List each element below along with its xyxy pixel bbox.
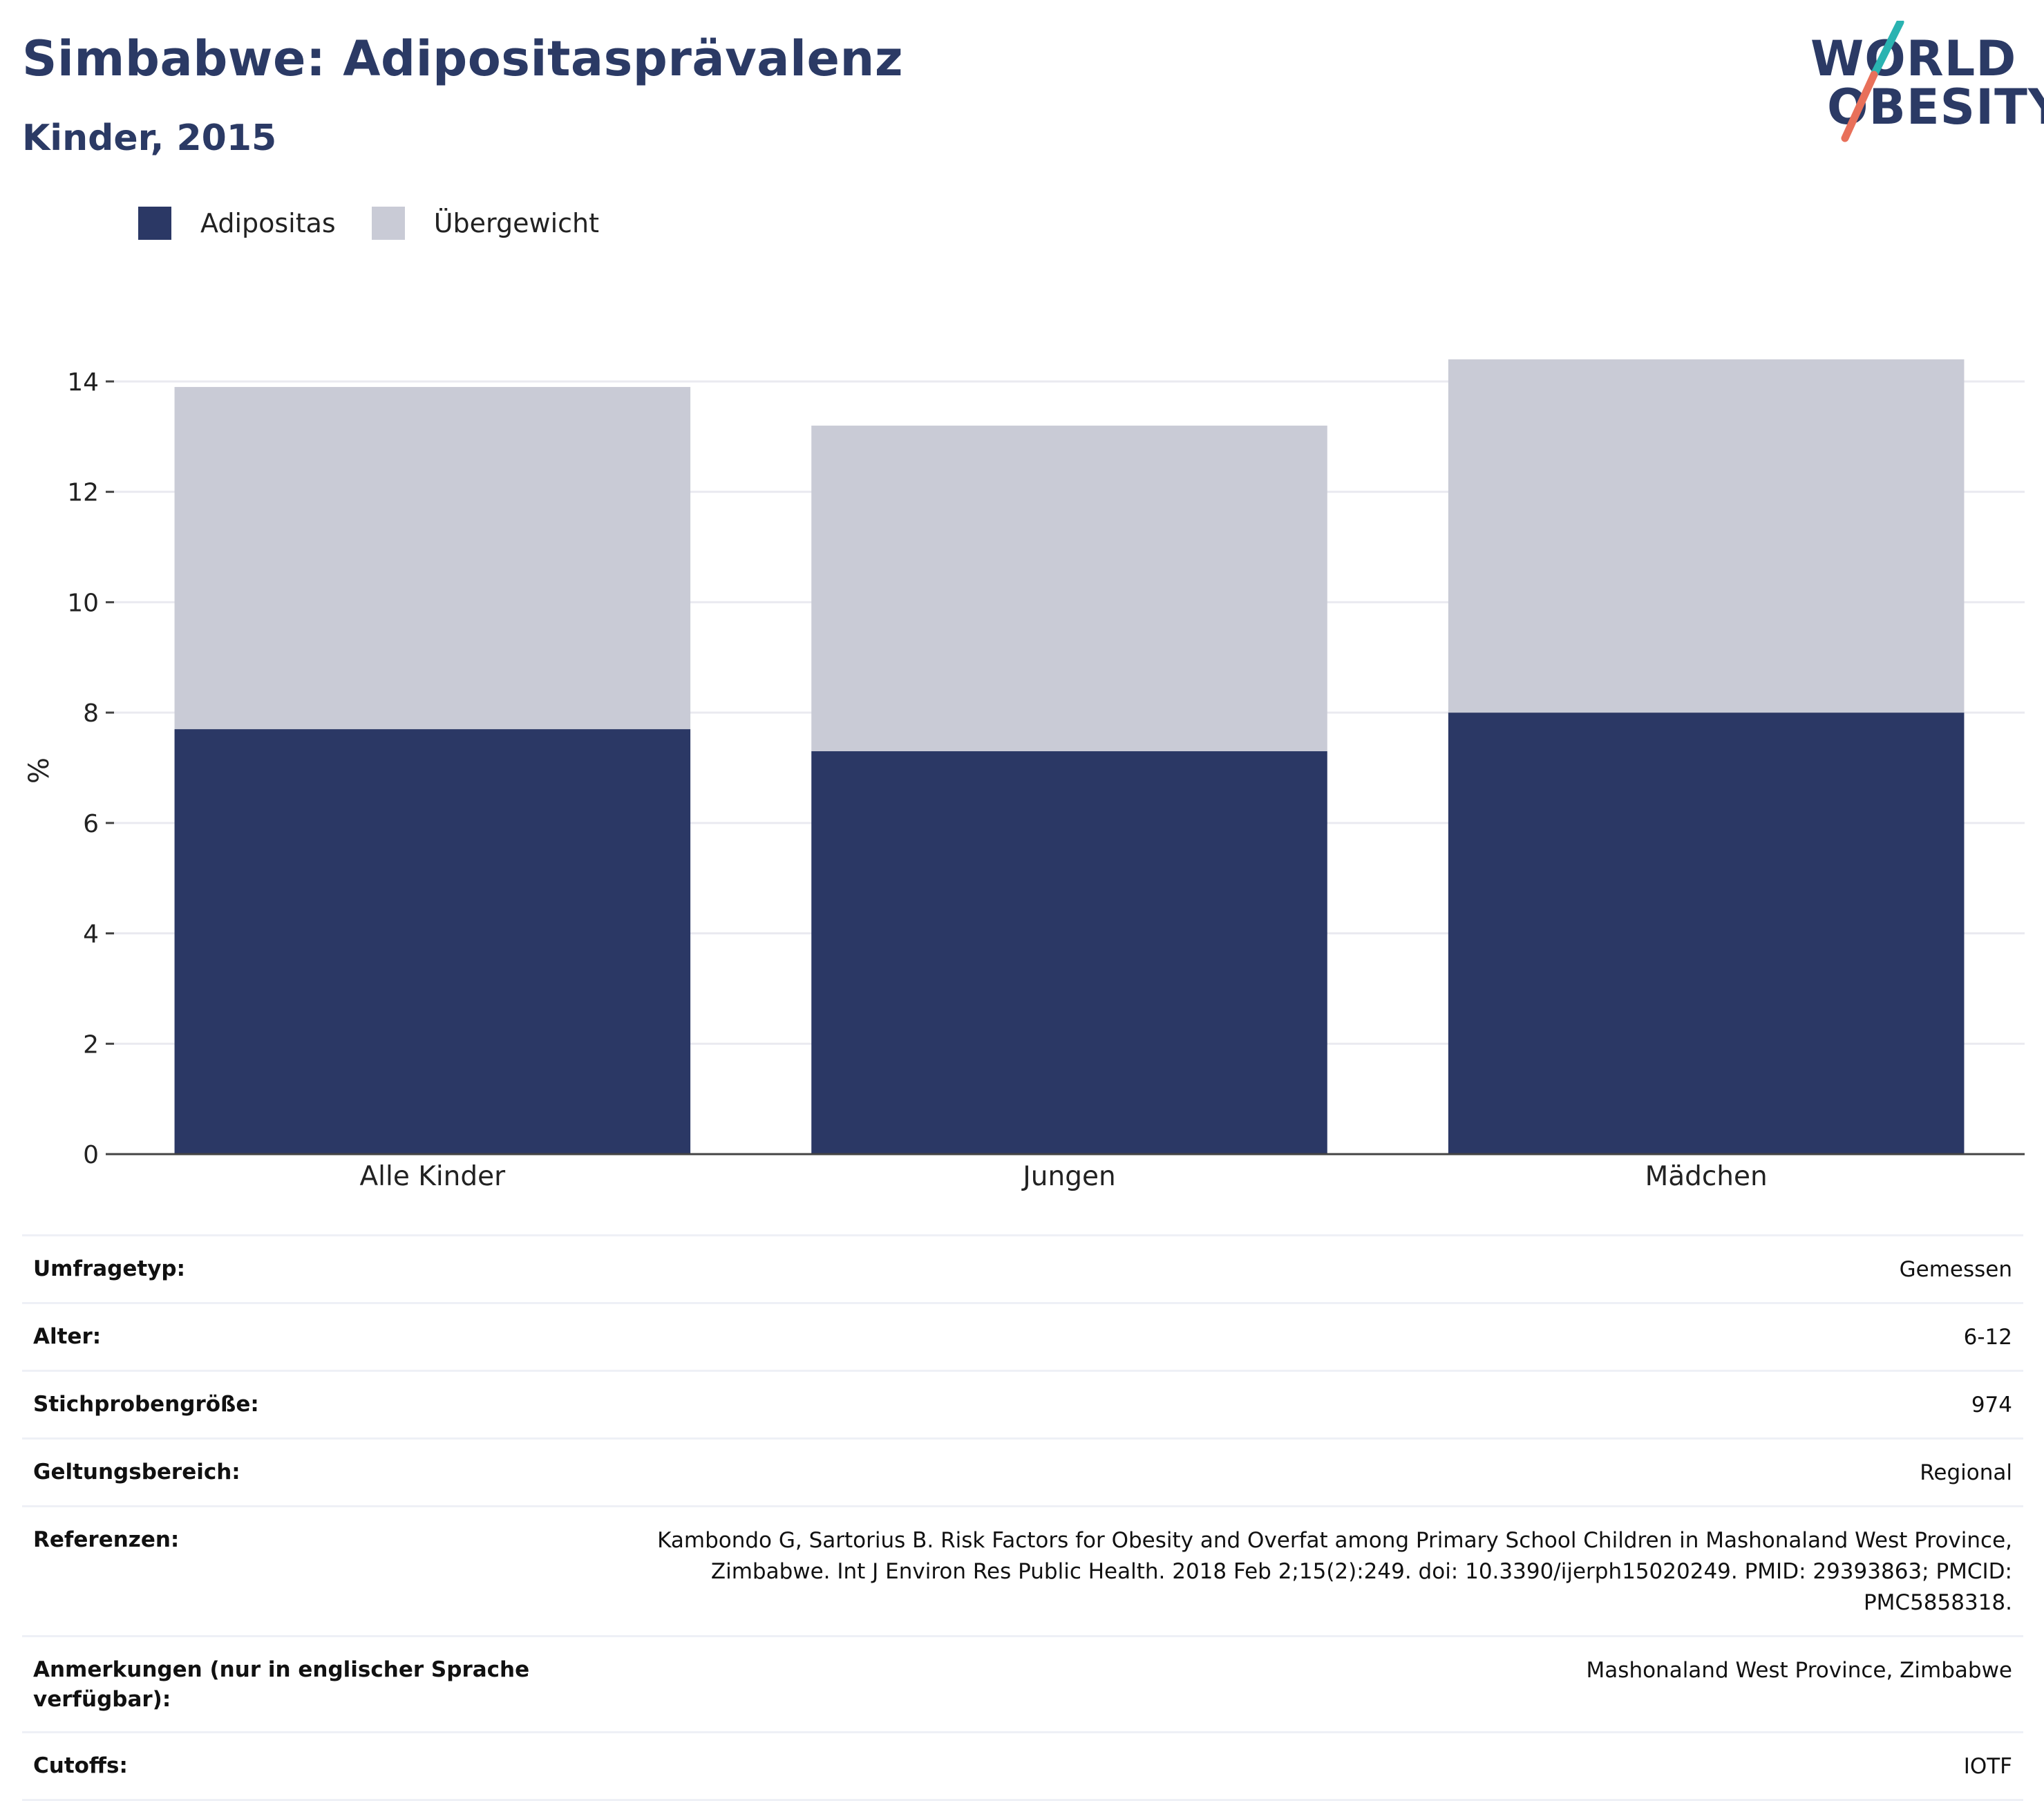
y-tick-label: 6 xyxy=(83,810,99,838)
y-tick-label: 14 xyxy=(67,368,99,397)
bar-chart: 0 2 4 6 8 10 12 14% Alle Kinder Jungen Mädchen xyxy=(23,359,2025,1192)
x-tick-label: Jungen xyxy=(1021,1161,1115,1192)
x-tick-label: Alle Kinder xyxy=(360,1161,507,1192)
bar-adipositas xyxy=(811,751,1327,1154)
y-tick-label: 0 xyxy=(83,1141,99,1169)
meta-value: Kambondo G, Sartorius B. Risk Factors fo… xyxy=(657,1527,2012,1615)
legend-swatch-uebergewicht xyxy=(371,207,405,240)
meta-key: Alter: xyxy=(33,1323,102,1349)
y-tick-label: 2 xyxy=(83,1030,99,1059)
meta-key: Cutoffs: xyxy=(33,1753,128,1779)
meta-row-references: Referenzen: Kambondo G, Sartorius B. Ris… xyxy=(22,1505,2023,1635)
y-tick-label: 8 xyxy=(83,699,99,728)
chart-subtitle: Kinder, 2015 xyxy=(22,117,277,159)
chart-title: Simbabwe: Adipositasprävalenz xyxy=(22,30,904,87)
logo-word-world: WORLD xyxy=(1810,30,2017,87)
meta-key: Anmerkungen (nur in englischer Sprache v… xyxy=(33,1657,530,1712)
meta-value: 6-12 xyxy=(1963,1324,2012,1350)
bar-adipositas xyxy=(1448,713,1965,1154)
legend-label-adipositas: Adipositas xyxy=(200,208,336,238)
meta-value: IOTF xyxy=(1963,1754,2012,1780)
meta-value: Mashonaland West Province, Zimbabwe xyxy=(1586,1657,2012,1683)
meta-row-survey-type: Umfragetyp: Gemessen xyxy=(22,1234,2023,1302)
chart-legend: Adipositas Übergewicht xyxy=(138,206,635,241)
legend-item-uebergewicht[interactable]: Übergewicht xyxy=(371,207,599,240)
bar-uebergewicht xyxy=(174,386,691,730)
y-axis-title: % xyxy=(23,757,55,784)
logo-slash-icon xyxy=(1841,21,1904,142)
meta-row-age: Alter: 6-12 xyxy=(22,1301,2023,1370)
y-tick-label: 12 xyxy=(67,479,99,507)
meta-value: 974 xyxy=(1971,1392,2012,1417)
metadata-table: Umfragetyp: Gemessen Alter: 6-12 Stichpr… xyxy=(22,1234,2023,1801)
meta-key: Referenzen: xyxy=(33,1527,180,1552)
meta-row-scope: Geltungsbereich: Regional xyxy=(22,1437,2023,1505)
meta-key: Geltungsbereich: xyxy=(33,1459,240,1484)
meta-value: Regional xyxy=(1920,1460,2012,1485)
meta-key: Umfragetyp: xyxy=(33,1256,185,1281)
legend-swatch-adipositas xyxy=(138,207,171,240)
bar-adipositas xyxy=(174,729,691,1154)
x-tick-label: Mädchen xyxy=(1645,1161,1768,1192)
y-tick-label: 10 xyxy=(67,589,99,617)
meta-value: Gemessen xyxy=(1899,1257,2012,1282)
legend-item-adipositas[interactable]: Adipositas xyxy=(138,207,336,240)
bar-uebergewicht xyxy=(1448,359,1965,713)
meta-row-sample-size: Stichprobengröße: 974 xyxy=(22,1369,2023,1437)
legend-label-uebergewicht: Übergewicht xyxy=(433,208,599,238)
bar-uebergewicht xyxy=(811,425,1327,752)
y-tick-label: 4 xyxy=(83,921,99,949)
meta-row-cutoffs: Cutoffs: IOTF xyxy=(22,1731,2023,1801)
world-obesity-logo: WORLD OBESITY xyxy=(1797,21,2044,145)
meta-row-notes: Anmerkungen (nur in englischer Sprache v… xyxy=(22,1634,2023,1732)
meta-key: Stichprobengröße: xyxy=(33,1391,259,1417)
